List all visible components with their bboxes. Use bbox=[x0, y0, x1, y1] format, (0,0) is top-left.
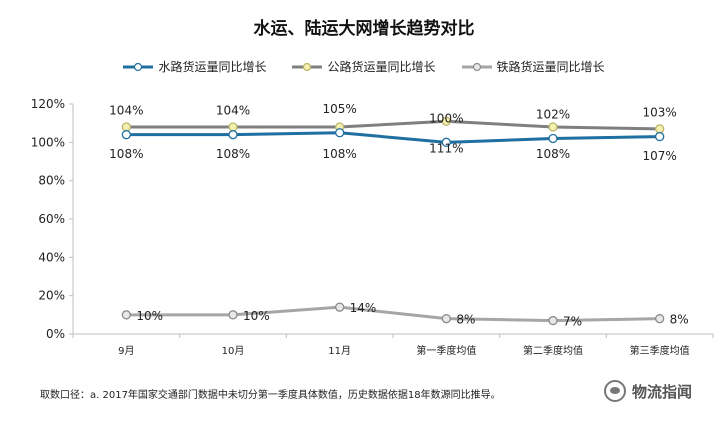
data-point-0 bbox=[548, 133, 558, 144]
data-label: 108% bbox=[536, 147, 570, 161]
legend-label-rail: 铁路货运量同比增长 bbox=[496, 60, 605, 74]
data-point-2 bbox=[228, 310, 238, 320]
series-line-1 bbox=[126, 119, 660, 131]
data-label: 108% bbox=[323, 147, 357, 161]
data-point-0 bbox=[121, 130, 131, 140]
legend-swatch-road bbox=[292, 62, 323, 71]
y-tick-label: 40% bbox=[38, 250, 65, 264]
data-label: 103% bbox=[643, 106, 677, 120]
data-point-1 bbox=[548, 122, 558, 132]
data-label: 108% bbox=[216, 147, 250, 161]
data-label: 111% bbox=[429, 141, 463, 155]
x-tick-label: 第一季度均值 bbox=[416, 344, 476, 357]
data-label: 104% bbox=[109, 104, 143, 118]
y-tick-label: 0% bbox=[46, 327, 65, 341]
data-point-1 bbox=[228, 122, 238, 132]
legend-swatch-rail bbox=[461, 62, 492, 71]
legend-item-rail: 铁路货运量同比增长 bbox=[461, 58, 605, 75]
chart-title: 水运、陆运大网增长趋势对比 bbox=[253, 19, 475, 39]
data-point-0 bbox=[335, 128, 345, 138]
x-tick-label: 9月 bbox=[118, 345, 134, 357]
series-line-0 bbox=[126, 131, 660, 144]
data-point-1 bbox=[121, 122, 131, 132]
y-tick-label: 80% bbox=[38, 174, 65, 188]
data-point-0 bbox=[655, 131, 665, 142]
y-tick-label: 100% bbox=[31, 135, 65, 149]
wechat-icon bbox=[604, 380, 626, 402]
data-label: 7% bbox=[563, 315, 582, 329]
legend-item-water: 水路货运量同比增长 bbox=[123, 58, 266, 75]
x-tick-label: 第三季度均值 bbox=[630, 344, 690, 357]
data-label: 104% bbox=[216, 104, 250, 118]
data-label: 102% bbox=[536, 108, 570, 122]
data-point-1 bbox=[441, 116, 451, 126]
data-point-2 bbox=[655, 314, 665, 324]
data-label: 10% bbox=[243, 309, 270, 323]
data-point-1 bbox=[655, 124, 665, 134]
series-line-2 bbox=[126, 305, 660, 323]
data-point-2 bbox=[441, 314, 451, 324]
data-point-2 bbox=[335, 302, 345, 312]
legend: 水路货运量同比增长 公路货运量同比增长 铁路货运量同比增长 bbox=[0, 58, 728, 75]
data-label: 107% bbox=[643, 149, 677, 163]
data-point-2 bbox=[121, 310, 131, 320]
y-tick-label: 60% bbox=[38, 212, 65, 226]
data-label: 10% bbox=[136, 309, 163, 323]
data-point-0 bbox=[228, 130, 238, 140]
data-label: 8% bbox=[670, 313, 689, 327]
data-label: 8% bbox=[456, 313, 475, 327]
watermark-text: 物流指闻 bbox=[632, 382, 693, 401]
x-tick-label: 10月 bbox=[222, 345, 245, 357]
legend-label-road: 公路货运量同比增长 bbox=[327, 60, 436, 74]
watermark: 物流指闻 bbox=[604, 380, 692, 402]
data-point-2 bbox=[548, 315, 558, 326]
legend-swatch-water bbox=[123, 62, 154, 71]
data-label: 105% bbox=[323, 102, 357, 116]
x-tick-label: 第二季度均值 bbox=[523, 344, 583, 357]
y-tick-label: 120% bbox=[31, 97, 65, 111]
x-tick-label: 11月 bbox=[328, 345, 351, 357]
legend-item-road: 公路货运量同比增长 bbox=[292, 58, 436, 75]
data-label: 100% bbox=[429, 111, 463, 125]
data-point-0 bbox=[441, 137, 451, 147]
y-tick-label: 20% bbox=[38, 289, 65, 303]
legend-label-water: 水路货运量同比增长 bbox=[158, 60, 267, 74]
data-label: 108% bbox=[109, 147, 143, 161]
footnote: 取数口径：a. 2017年国家交通部门数据中未切分第一季度具体数值，历史数据依据… bbox=[40, 390, 501, 401]
data-label: 14% bbox=[350, 301, 377, 315]
